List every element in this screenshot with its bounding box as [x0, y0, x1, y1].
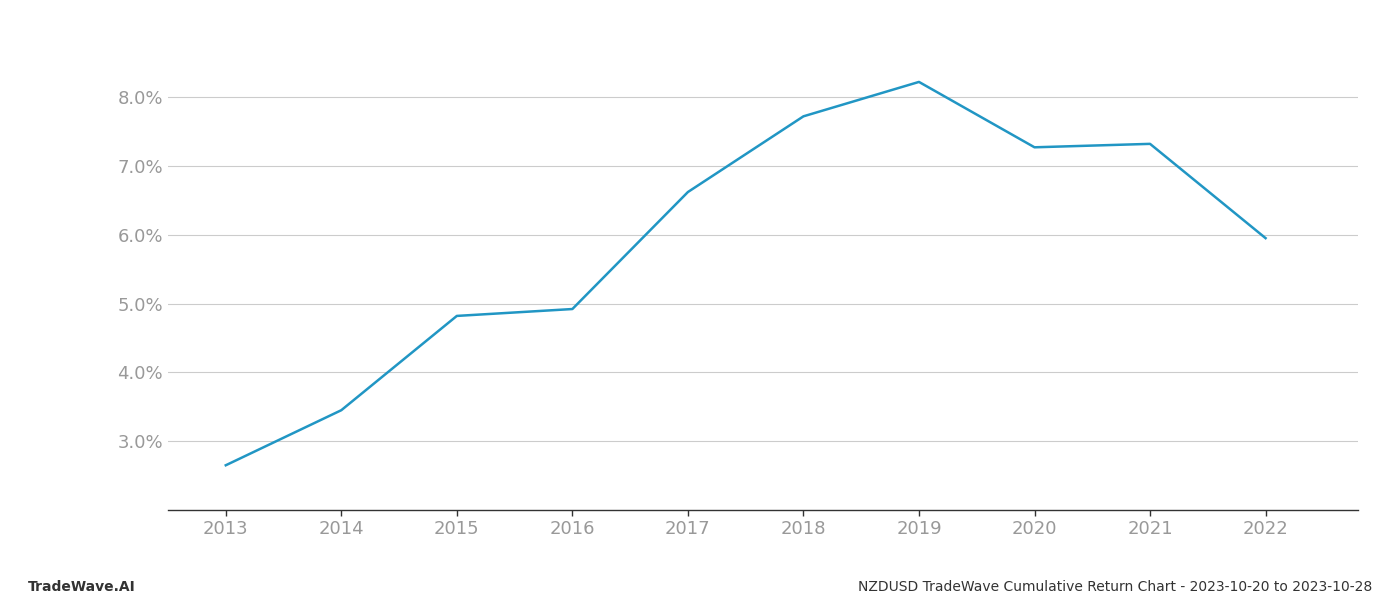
Text: NZDUSD TradeWave Cumulative Return Chart - 2023-10-20 to 2023-10-28: NZDUSD TradeWave Cumulative Return Chart… — [858, 580, 1372, 594]
Text: TradeWave.AI: TradeWave.AI — [28, 580, 136, 594]
